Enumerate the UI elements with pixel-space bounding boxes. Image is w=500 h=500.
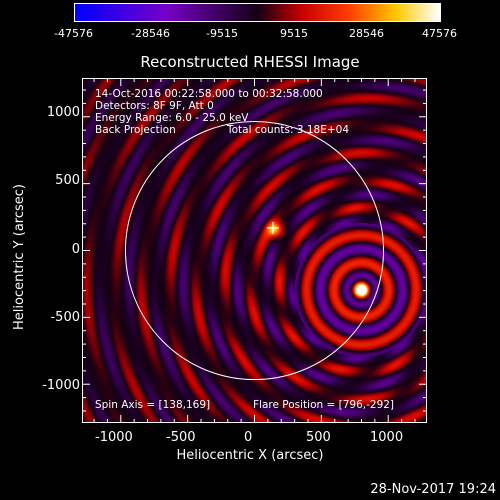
axis-ticks — [82, 78, 427, 423]
info-energy-range: Energy Range: 6.0 - 25.0 keV — [95, 112, 249, 124]
colorbar-tick: 9515 — [280, 27, 308, 40]
info-detectors: Detectors: 8F 9F, Att 0 — [95, 100, 214, 112]
rhessi-image — [82, 78, 427, 423]
spin-axis-label: Spin Axis = [138,169] — [95, 399, 211, 411]
flare-position-label: Flare Position = [796,-292] — [253, 399, 395, 411]
x-tick-label: -500 — [166, 430, 196, 445]
y-tick-label: 500 — [55, 173, 80, 188]
y-axis-label: Heliocentric Y (arcsec) — [12, 184, 27, 330]
colorbar-tick: 47576 — [422, 27, 457, 40]
info-time-range: 14-Oct-2016 00:22:58.000 to 00:32:58.000 — [95, 88, 323, 100]
plot-title: Reconstructed RHESSI Image — [140, 53, 360, 71]
y-tick-label: 1000 — [46, 105, 80, 120]
plot-timestamp: 28-Nov-2017 19:24 — [370, 482, 496, 497]
colorbar-tick: -9515 — [206, 27, 238, 40]
y-tick-label: 0 — [71, 242, 80, 257]
y-tick-label: -1000 — [42, 378, 80, 393]
colorbar-tick: 28546 — [349, 27, 384, 40]
x-tick-label: 0 — [244, 430, 253, 445]
spin-axis-cross-icon — [266, 221, 279, 234]
colorbar-tick: -47576 — [54, 27, 93, 40]
solar-limb-circle — [124, 120, 385, 381]
info-total-counts: Total counts: 3.18E+04 — [227, 124, 350, 136]
y-tick-label: -500 — [50, 310, 80, 325]
x-tick-label: 500 — [306, 430, 331, 445]
colorbar — [74, 3, 441, 22]
x-tick-label: -1000 — [95, 430, 133, 445]
info-method: Back Projection — [95, 124, 176, 136]
colorbar-tick: -28546 — [131, 27, 170, 40]
x-tick-label: 1000 — [370, 430, 404, 445]
x-axis-label: Heliocentric X (arcsec) — [176, 448, 324, 463]
